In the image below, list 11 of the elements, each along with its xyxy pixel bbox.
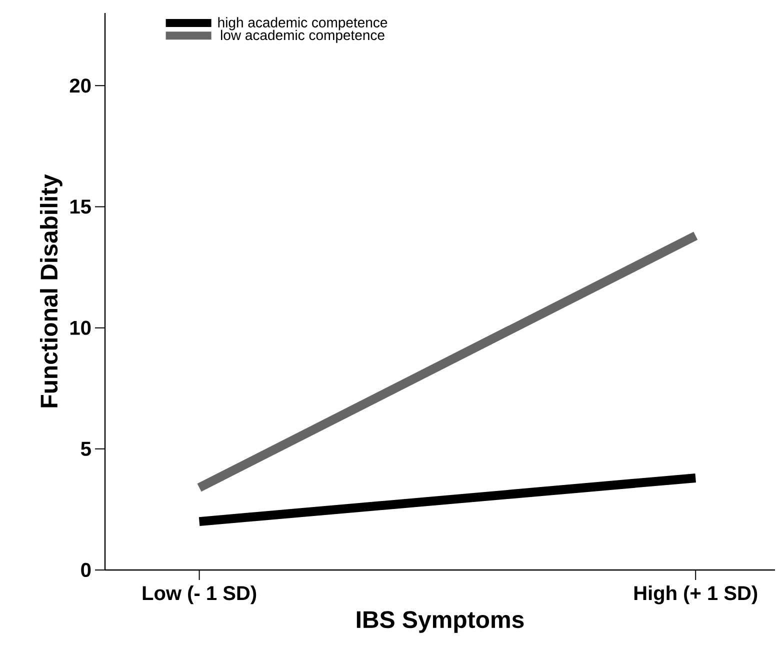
y-tick-label: 20 [70,78,91,93]
x-axis-title: IBS Symptoms [356,611,524,633]
legend-label: high academic competence [218,17,388,30]
y-tick-label: 0 [81,562,91,578]
x-tick-label: High (+ 1 SD) [634,586,758,604]
y-tick-label: 15 [70,200,91,214]
y-tick-label: 5 [80,442,91,456]
y-axis-title: Functional Disability [40,174,62,408]
y-tick-label: 10 [70,320,91,335]
legend-label: low academic competence [221,30,384,43]
x-tick-label: Low (- 1 SD) [142,586,256,604]
